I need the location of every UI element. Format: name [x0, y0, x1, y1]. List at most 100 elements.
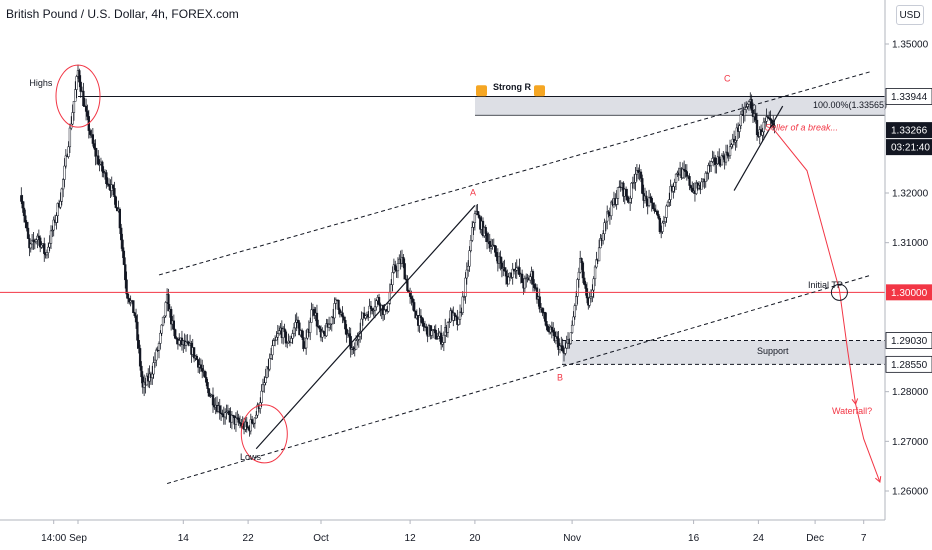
candle-body: [377, 297, 381, 305]
price-tick-label: 1.32000: [892, 189, 929, 200]
candle-body: [303, 347, 306, 350]
support-zone[interactable]: [562, 340, 885, 365]
candle-body: [472, 222, 475, 228]
point-c-label: C: [724, 73, 731, 83]
candle-body: [155, 349, 158, 361]
currency-button[interactable]: USD: [896, 5, 924, 25]
candle-body: [272, 340, 275, 346]
candle-body: [298, 322, 301, 336]
candle-body: [615, 198, 618, 205]
candle-body: [21, 201, 24, 209]
candle-body: [344, 320, 347, 330]
candle-body: [672, 186, 675, 192]
candle-body: [68, 127, 72, 148]
highs-circle[interactable]: [55, 64, 101, 128]
strong-r-label: Strong R: [493, 82, 531, 92]
arrow-head-icon: [851, 398, 859, 406]
point-b-label: B: [557, 373, 563, 383]
candle-body: [726, 151, 729, 156]
candle-body: [649, 196, 652, 199]
candle-body: [761, 131, 764, 136]
candle-body: [341, 312, 344, 318]
candle-body: [720, 155, 724, 166]
candle-body: [577, 271, 581, 280]
candle-body: [113, 188, 116, 198]
candle-body: [434, 329, 437, 340]
candle-body: [82, 90, 85, 107]
candle-body: [442, 334, 446, 343]
candle-body: [64, 155, 67, 167]
trend-line-ab[interactable]: [255, 205, 476, 450]
candle-body: [521, 273, 524, 283]
time-tick-label: 14:00: [41, 533, 66, 544]
candle-body: [32, 239, 35, 242]
candle-body: [55, 215, 58, 223]
candle-body: [452, 312, 455, 321]
candle-body: [209, 395, 212, 397]
candle-body: [390, 284, 393, 293]
candle-body: [221, 413, 224, 415]
candle-body: [364, 315, 367, 319]
candle-body: [160, 324, 163, 334]
waterfall-note: Waterfall?: [832, 406, 872, 416]
candle-body: [205, 377, 208, 383]
candle-body: [348, 333, 351, 337]
candle-body: [309, 322, 312, 333]
strong-resistance-zone[interactable]: [475, 96, 885, 116]
last-price-label: 1.33266: [891, 126, 928, 137]
lows-circle[interactable]: [240, 404, 288, 464]
candle-body: [477, 214, 481, 218]
candle-body: [151, 373, 154, 379]
candle-body: [458, 311, 462, 320]
candle-body: [265, 366, 269, 378]
candle-body: [529, 276, 532, 281]
candle-body: [606, 211, 609, 222]
candle-body: [546, 325, 549, 332]
candle-body: [705, 172, 709, 175]
candle-body: [634, 173, 637, 183]
candle-body: [722, 155, 725, 158]
candle-body: [557, 338, 560, 350]
candle-body: [152, 362, 155, 375]
candle-body: [396, 263, 400, 272]
lower-channel-line[interactable]: [166, 274, 872, 485]
candle-body: [465, 269, 468, 279]
candle-body: [137, 340, 140, 349]
candle-body: [74, 89, 77, 102]
candle-body: [662, 221, 666, 224]
candle-body: [101, 161, 104, 172]
candle-body: [24, 215, 27, 223]
trend-line-c[interactable]: [733, 105, 784, 191]
candle-body: [184, 341, 188, 346]
candle-body: [255, 414, 258, 419]
initial-tp-circle[interactable]: [830, 283, 848, 301]
candle-body: [97, 155, 100, 165]
candle-body: [245, 421, 248, 428]
candle-body: [33, 241, 36, 243]
candle-body: [174, 329, 177, 339]
candle-body: [467, 265, 470, 271]
candle-body: [375, 300, 378, 308]
upper-channel-line[interactable]: [158, 70, 872, 276]
candle-body: [124, 264, 127, 281]
candle-body: [533, 284, 536, 288]
candle-body: [40, 244, 43, 248]
candle-body: [394, 264, 397, 270]
candle-body: [136, 321, 139, 341]
candle-body: [246, 426, 250, 429]
candle-body: [167, 294, 170, 312]
candle-body: [105, 172, 108, 184]
price-tick-label: 1.28000: [892, 387, 929, 398]
candle-body: [121, 239, 124, 252]
bar-countdown-label-box: [886, 139, 932, 156]
time-tick-label: 12: [405, 533, 417, 544]
candle-body: [581, 262, 585, 279]
candle-body: [579, 258, 582, 273]
candle-body: [345, 328, 348, 336]
flexed-arm-icon: [534, 85, 545, 97]
candle-body: [535, 287, 539, 300]
candle-body: [353, 349, 356, 351]
projection-path[interactable]: [774, 130, 881, 483]
candle-body: [707, 164, 710, 174]
